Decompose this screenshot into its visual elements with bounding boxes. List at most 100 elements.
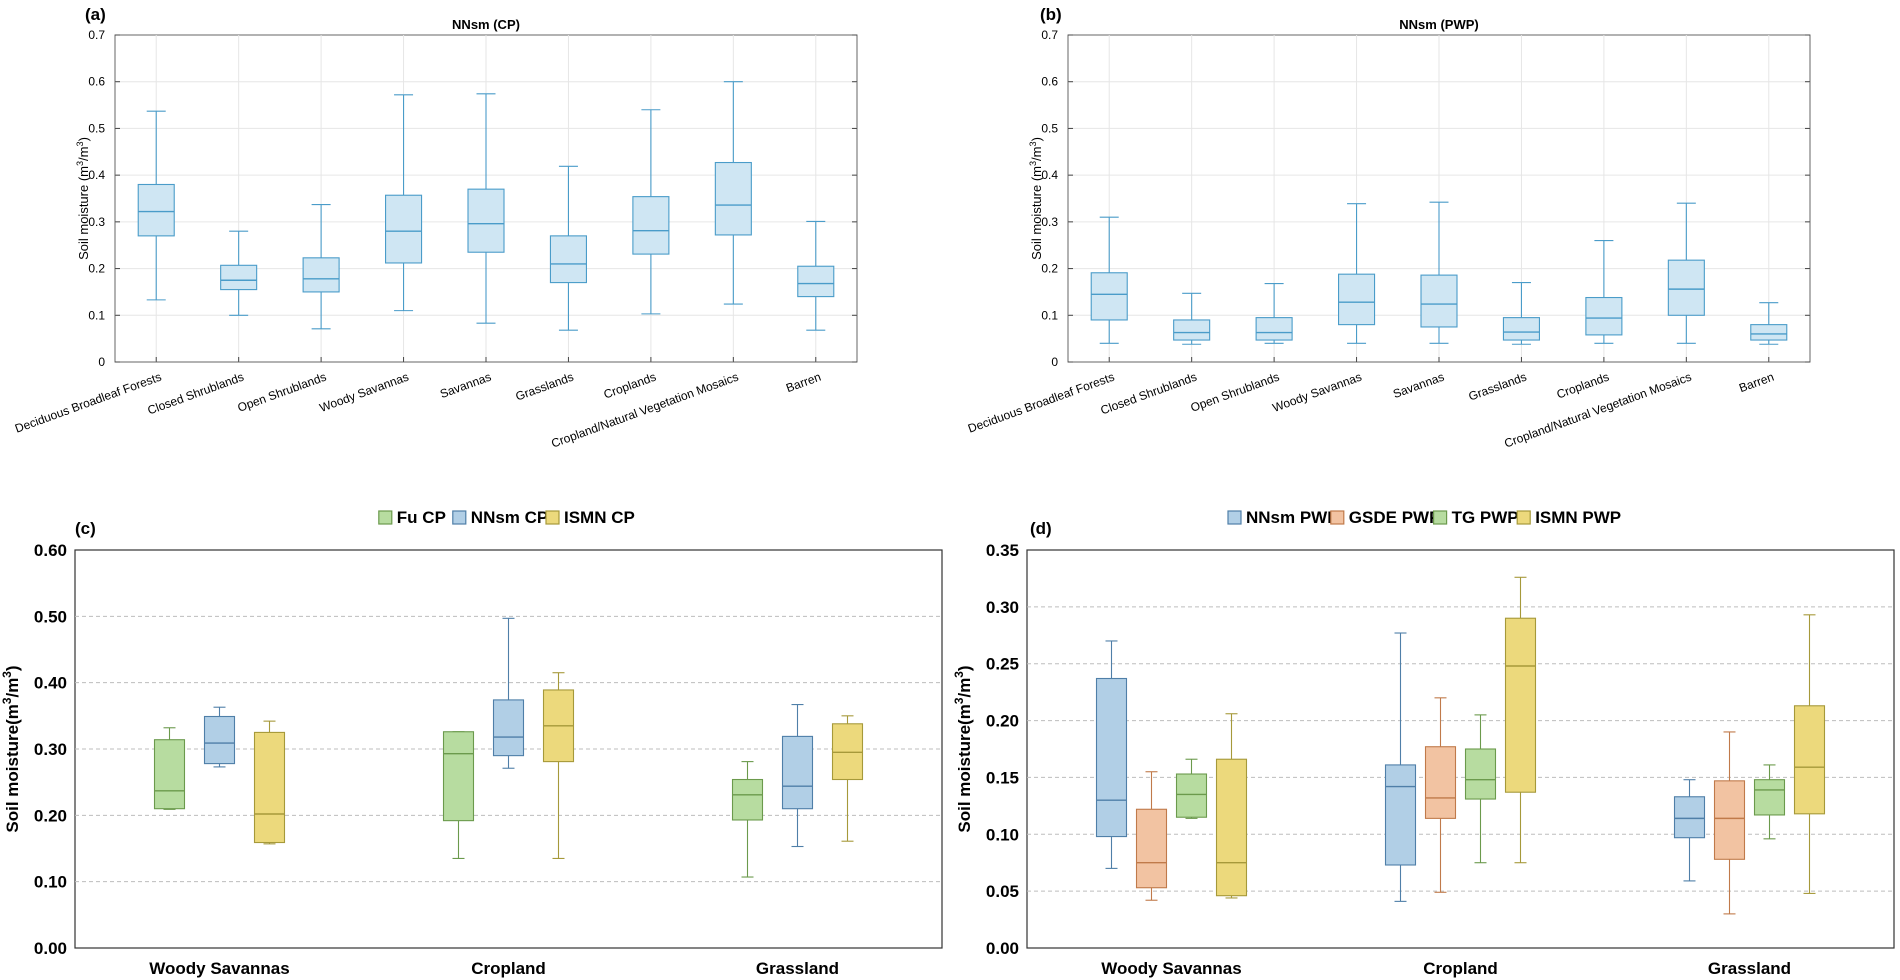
iqr-box	[203, 715, 236, 765]
y-tick-label: 0.6	[88, 75, 105, 89]
y-tick-label: 0.40	[34, 674, 67, 693]
legend: Fu CP NNsm CP ISMN CP	[378, 508, 635, 527]
x-category-label: Woody Savannas	[1271, 370, 1364, 415]
box-tg-pwp-woody-savannas	[1175, 758, 1208, 819]
iqr-box	[1502, 317, 1540, 341]
legend-swatch	[1330, 510, 1345, 525]
box-nnsm-cp-cropland	[492, 617, 525, 769]
y-tick-label: 0.35	[986, 541, 1019, 560]
iqr-box	[1135, 808, 1168, 889]
iqr-box	[1095, 677, 1128, 838]
iqr-box	[1420, 274, 1458, 328]
box-nnsm-pwp-woody-savannas	[1338, 203, 1376, 344]
x-category-label: Grassland	[756, 959, 839, 978]
y-tick-label: 0.5	[88, 121, 105, 135]
panel-b-nnsm-pwp: 0 0.1 0.2 0.3 0.4 0.5 0.6 0.7 Deciduous Broadlea…	[966, 5, 1811, 451]
legend-swatch	[378, 510, 393, 525]
iqr-box	[153, 739, 186, 810]
box-nnsm-pwp-cropland	[1384, 632, 1417, 902]
y-tick-label: 0.20	[34, 806, 67, 825]
y-axis-label: Soil moisture (m3/m3)	[75, 137, 91, 260]
iqr-box	[1667, 259, 1705, 316]
box-nnsm-cp-barren	[797, 220, 835, 331]
y-tick-label: 0.4	[1041, 168, 1058, 182]
iqr-box	[1173, 319, 1211, 341]
y-tick-label: 0.4	[88, 168, 105, 182]
legend-item: ISMN PWP	[1516, 508, 1621, 527]
x-category-label: Deciduous Broadleaf Forests	[13, 370, 163, 436]
box-nnsm-cp-closed-shrublands	[220, 230, 258, 316]
box-nnsm-cp-woody-savannas	[203, 706, 236, 768]
legend-swatch	[452, 510, 467, 525]
iqr-box	[797, 265, 835, 298]
panel-c-cp-comparison: 0.00 0.10 0.20 0.30 0.40 0.50 0.60 Woody Savann…	[0, 508, 943, 978]
legend-label: GSDE PWP	[1349, 508, 1441, 527]
legend: NNsm PWP GSDE PWP TG PWP ISMN PWP	[1227, 508, 1621, 527]
legend-swatch	[1227, 510, 1242, 525]
box-ismn-cp-woody-savannas	[253, 720, 286, 845]
plot-area	[1026, 549, 1895, 949]
box-nnsm-pwp-grasslands	[1502, 282, 1540, 345]
legend-item: Fu CP	[378, 508, 446, 527]
legend-label: ISMN CP	[564, 508, 635, 527]
panel-label: (c)	[75, 519, 96, 538]
iqr-box	[731, 778, 764, 821]
iqr-box	[1424, 746, 1457, 819]
iqr-box	[467, 188, 505, 253]
x-category-label: Croplands	[602, 370, 658, 402]
y-tick-label: 0.60	[34, 541, 67, 560]
iqr-box	[1175, 773, 1208, 818]
iqr-box	[1673, 796, 1706, 839]
iqr-box	[1504, 617, 1537, 793]
x-category-label: Croplands	[1555, 370, 1611, 402]
legend-item: ISMN CP	[545, 508, 635, 527]
box-nnsm-pwp-croplands	[1585, 239, 1623, 344]
box-gsde-pwp-cropland	[1424, 697, 1457, 893]
x-category-label: Woody Savannas	[318, 370, 411, 415]
x-category-label: Cropland	[471, 959, 546, 978]
box-nnsm-pwp-open-shrublands	[1255, 282, 1293, 344]
box-nnsm-cp-grassland	[781, 704, 814, 848]
y-tick-label: 0.10	[986, 825, 1019, 844]
y-tick-label: 0.25	[986, 655, 1019, 674]
iqr-box	[1750, 324, 1788, 341]
iqr-box	[1215, 758, 1248, 897]
box-nnsm-pwp-woody-savannas	[1095, 640, 1128, 869]
box-fu-cp-woody-savannas	[153, 727, 186, 810]
box-nnsm-pwp-barren	[1750, 302, 1788, 345]
panel-d-pwp-comparison: 0.00 0.05 0.10 0.15 0.20 0.25 0.30 0.35 Woody Sa…	[952, 508, 1895, 978]
y-tick-label: 0.3	[88, 215, 105, 229]
iqr-box	[1753, 779, 1786, 816]
iqr-box	[220, 264, 258, 291]
iqr-box	[385, 194, 423, 264]
box-nnsm-cp-croplands	[632, 109, 670, 315]
panel-a-nnsm-cp: 0 0.1 0.2 0.3 0.4 0.5 0.6 0.7 Deciduous Broadlea…	[13, 5, 858, 451]
x-category-label: Open Shrublands	[236, 370, 329, 415]
y-axis-label: Soil moisture(m3/m3)	[952, 665, 974, 832]
box-nnsm-cp-deciduous-broadleaf-forests	[137, 110, 175, 301]
x-category-label: Barren	[1737, 370, 1776, 395]
iqr-box	[253, 731, 286, 844]
box-ismn-pwp-woody-savannas	[1215, 713, 1248, 899]
box-nnsm-cp-cropland-natural-vegetation-mosaics	[714, 81, 752, 305]
box-tg-pwp-cropland	[1464, 714, 1497, 864]
x-category-label: Grasslands	[514, 370, 576, 404]
box-ismn-pwp-cropland	[1504, 576, 1537, 864]
iqr-box	[137, 183, 175, 237]
iqr-box	[1090, 272, 1128, 321]
legend-label: Fu CP	[397, 508, 446, 527]
box-fu-cp-cropland	[442, 731, 475, 860]
box-nnsm-pwp-grassland	[1673, 779, 1706, 882]
y-tick-label: 0.50	[34, 607, 67, 626]
legend-item: GSDE PWP	[1330, 508, 1441, 527]
y-tick-label: 0.30	[34, 740, 67, 759]
box-ismn-pwp-grassland	[1793, 614, 1826, 894]
legend-swatch	[545, 510, 560, 525]
box-nnsm-pwp-savannas	[1420, 201, 1458, 344]
iqr-box	[714, 161, 752, 236]
iqr-box	[1793, 705, 1826, 815]
y-tick-label: 0.00	[986, 939, 1019, 958]
x-category-label: Grassland	[1708, 959, 1791, 978]
iqr-box	[442, 731, 475, 822]
chart-title: NNsm (PWP)	[1399, 17, 1478, 32]
